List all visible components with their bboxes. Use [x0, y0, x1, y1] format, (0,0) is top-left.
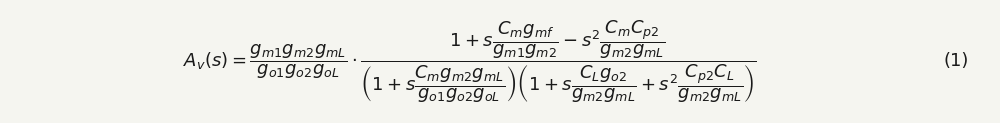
- Text: $A_v(s) = \dfrac{g_{m1}g_{m2}g_{mL}}{g_{o1}g_{o2}g_{oL}} \cdot \dfrac{1 + s\dfra: $A_v(s) = \dfrac{g_{m1}g_{m2}g_{mL}}{g_{…: [183, 18, 757, 105]
- Text: (1): (1): [943, 53, 969, 70]
